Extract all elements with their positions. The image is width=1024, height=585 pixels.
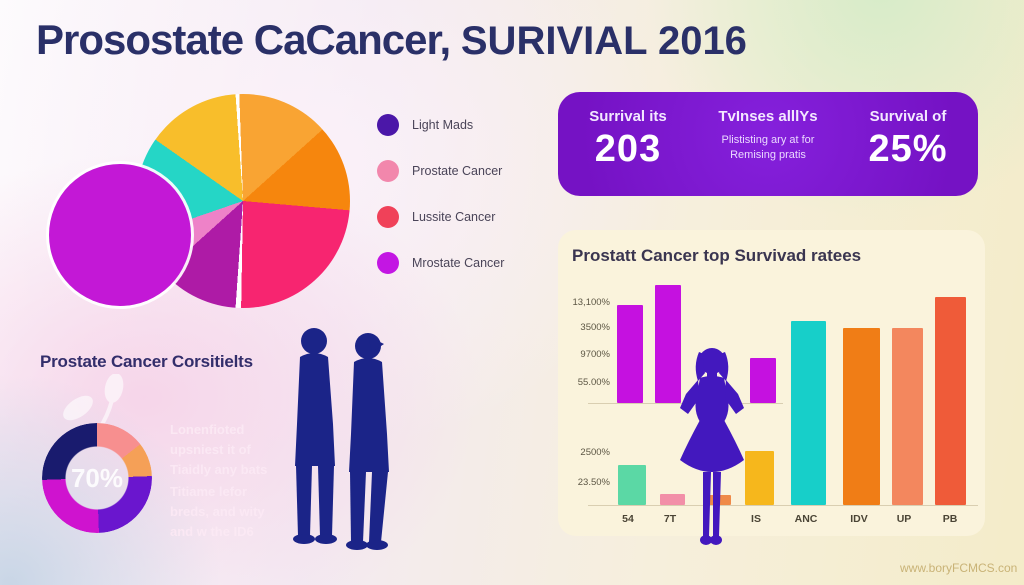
bar: [791, 321, 826, 505]
woman-silhouette: [680, 348, 744, 545]
legend-item: Lussite Cancer: [377, 206, 504, 228]
bar: [892, 328, 923, 505]
page-title-suffix: SURIVIAL 2016: [460, 19, 747, 63]
legend-dot-icon: [377, 114, 399, 136]
stat-value: 25%: [868, 128, 948, 170]
caption-line: Lonenfioted: [170, 422, 245, 437]
legend-item-label: Mrostate Cancer: [412, 256, 505, 270]
legend-item-label: Lussite Cancer: [412, 210, 496, 224]
y-tick-label: 9700%: [580, 349, 610, 360]
donut-center-label: 70%: [70, 462, 124, 493]
y-tick-label: 13,100%: [572, 297, 610, 308]
legend-dot-icon: [377, 252, 399, 274]
stat-column-survival-count: Surrival its 203: [558, 92, 698, 196]
bar: [935, 297, 966, 505]
x-tick-label: 54: [622, 513, 634, 525]
stat-subtext: Plististing ary at for Remising pratis: [698, 133, 838, 163]
stat-value: 203: [594, 128, 662, 170]
bar-chart-title: Prostatt Cancer top Survivad ratees: [572, 246, 862, 265]
pie-legend: Light Mads Prostate Cancer Lussite Cance…: [377, 114, 504, 274]
caption-line: Tiaidly any bats: [170, 462, 268, 477]
legend-dot-icon: [377, 206, 399, 228]
bar: [617, 305, 643, 403]
caption-line: and w the ID6: [170, 524, 254, 539]
bar: [745, 451, 774, 505]
x-tick-label: 7T: [663, 513, 677, 525]
caption-paragraph-1: Lonenfioted upsniest it of Tiaidly any b…: [170, 420, 300, 480]
stat-label: Survival of: [869, 108, 947, 125]
legend-item: Light Mads: [377, 114, 504, 136]
stat-label: TvInses alllYs: [718, 108, 818, 125]
pie-overlay-circle: [49, 164, 191, 306]
caption-paragraph-2: Titiame lefor breds, and wity and w the …: [170, 482, 300, 542]
stat-subtext-line: Plististing ary at for: [721, 134, 815, 146]
x-tick-label: IDV: [850, 513, 868, 525]
x-tick-label: IS: [751, 513, 761, 525]
y-tick-label: 23.50%: [577, 477, 610, 488]
stat-column-survival-pct: Survival of 25%: [838, 92, 978, 196]
stats-card: Surrival its 203 TvInses alllYs Plistist…: [558, 92, 978, 196]
donut-ring: [42, 423, 152, 533]
page-title-main: Prosostate CaCancer,: [36, 16, 461, 63]
legend-item-label: Prostate Cancer: [412, 164, 503, 178]
section-heading: Prostate Cancer Corsitielts: [40, 352, 253, 371]
watermark: www.boryFCMCS.con: [900, 561, 1018, 575]
caption-line: breds, and wity: [170, 504, 265, 519]
legend-item: Prostate Cancer: [377, 160, 504, 182]
stat-subtext-line: Remising pratis: [730, 149, 806, 161]
legend-item-label: Light Mads: [412, 118, 474, 132]
axis-line-bottom: [588, 505, 978, 506]
legend-dot-icon: [377, 160, 399, 182]
legend-item: Mrostate Cancer: [377, 252, 504, 274]
donut-chart: 70%: [42, 423, 152, 533]
bar: [750, 358, 776, 403]
stat-label: Surrival its: [589, 108, 667, 125]
caption-line: Titiame lefor: [170, 484, 248, 499]
caption-line: upsniest it of: [170, 442, 251, 457]
y-tick-label: 3500%: [580, 322, 610, 333]
bar: [655, 285, 681, 403]
x-tick-label: PB: [942, 513, 958, 525]
stat-column-middle: TvInses alllYs Plististing ary at for Re…: [698, 92, 838, 196]
y-tick-label: 55.00%: [577, 377, 610, 388]
y-tick-label: 2500%: [580, 447, 610, 458]
x-tick-label: UP: [896, 513, 912, 525]
page-title: Prosostate CaCancer, SURIVIAL 2016: [36, 16, 747, 64]
bar: [660, 494, 685, 505]
bar: [618, 465, 646, 505]
bar: [843, 328, 880, 505]
men-silhouette: [293, 328, 389, 550]
x-tick-label: ANC: [794, 513, 818, 525]
